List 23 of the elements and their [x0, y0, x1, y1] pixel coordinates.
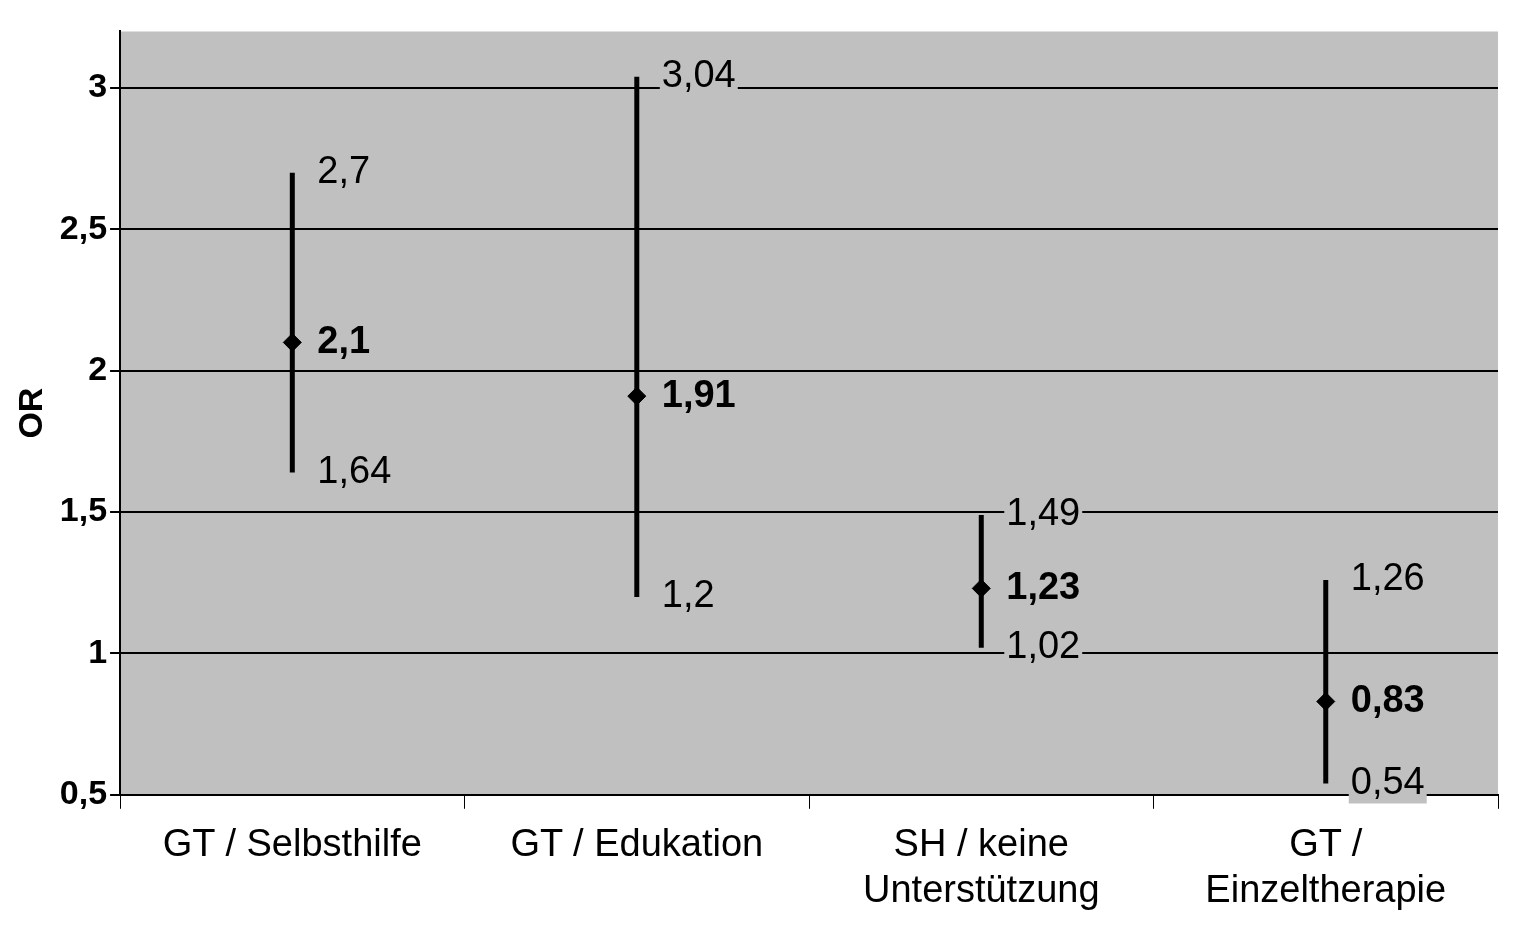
annotation: 1,02 — [1006, 624, 1081, 667]
data-label: 0,83 — [1350, 677, 1425, 720]
y-tick-label: 0,5 — [59, 773, 108, 812]
data-label: 2,1 — [317, 318, 371, 361]
annotation: 1,26 — [1350, 556, 1425, 599]
x-tick-label: GT / Selbsthilfe — [162, 822, 422, 865]
y-tick-label: 1 — [88, 631, 108, 670]
annotation: 2,7 — [317, 149, 371, 192]
x-tick-label: SH / keine Unterstützung — [862, 822, 1100, 910]
annotation: 1,49 — [1006, 491, 1081, 534]
y-tick-label: 2 — [88, 349, 108, 388]
y-axis-title: OR — [10, 387, 49, 439]
annotation: 3,04 — [661, 53, 736, 96]
annotation: 1,2 — [661, 573, 715, 616]
annotation: 1,64 — [317, 448, 392, 491]
x-tick-label: GT / Einzeltherapie — [1205, 822, 1447, 910]
data-label: 1,91 — [661, 372, 736, 415]
data-label: 1,23 — [1006, 564, 1081, 607]
x-tick-label: GT / Edukation — [510, 822, 764, 865]
y-tick-label: 1,5 — [59, 490, 108, 529]
y-tick-label: 3 — [88, 66, 108, 105]
y-tick-label: 2,5 — [59, 207, 108, 246]
annotation: 0,54 — [1350, 759, 1425, 802]
